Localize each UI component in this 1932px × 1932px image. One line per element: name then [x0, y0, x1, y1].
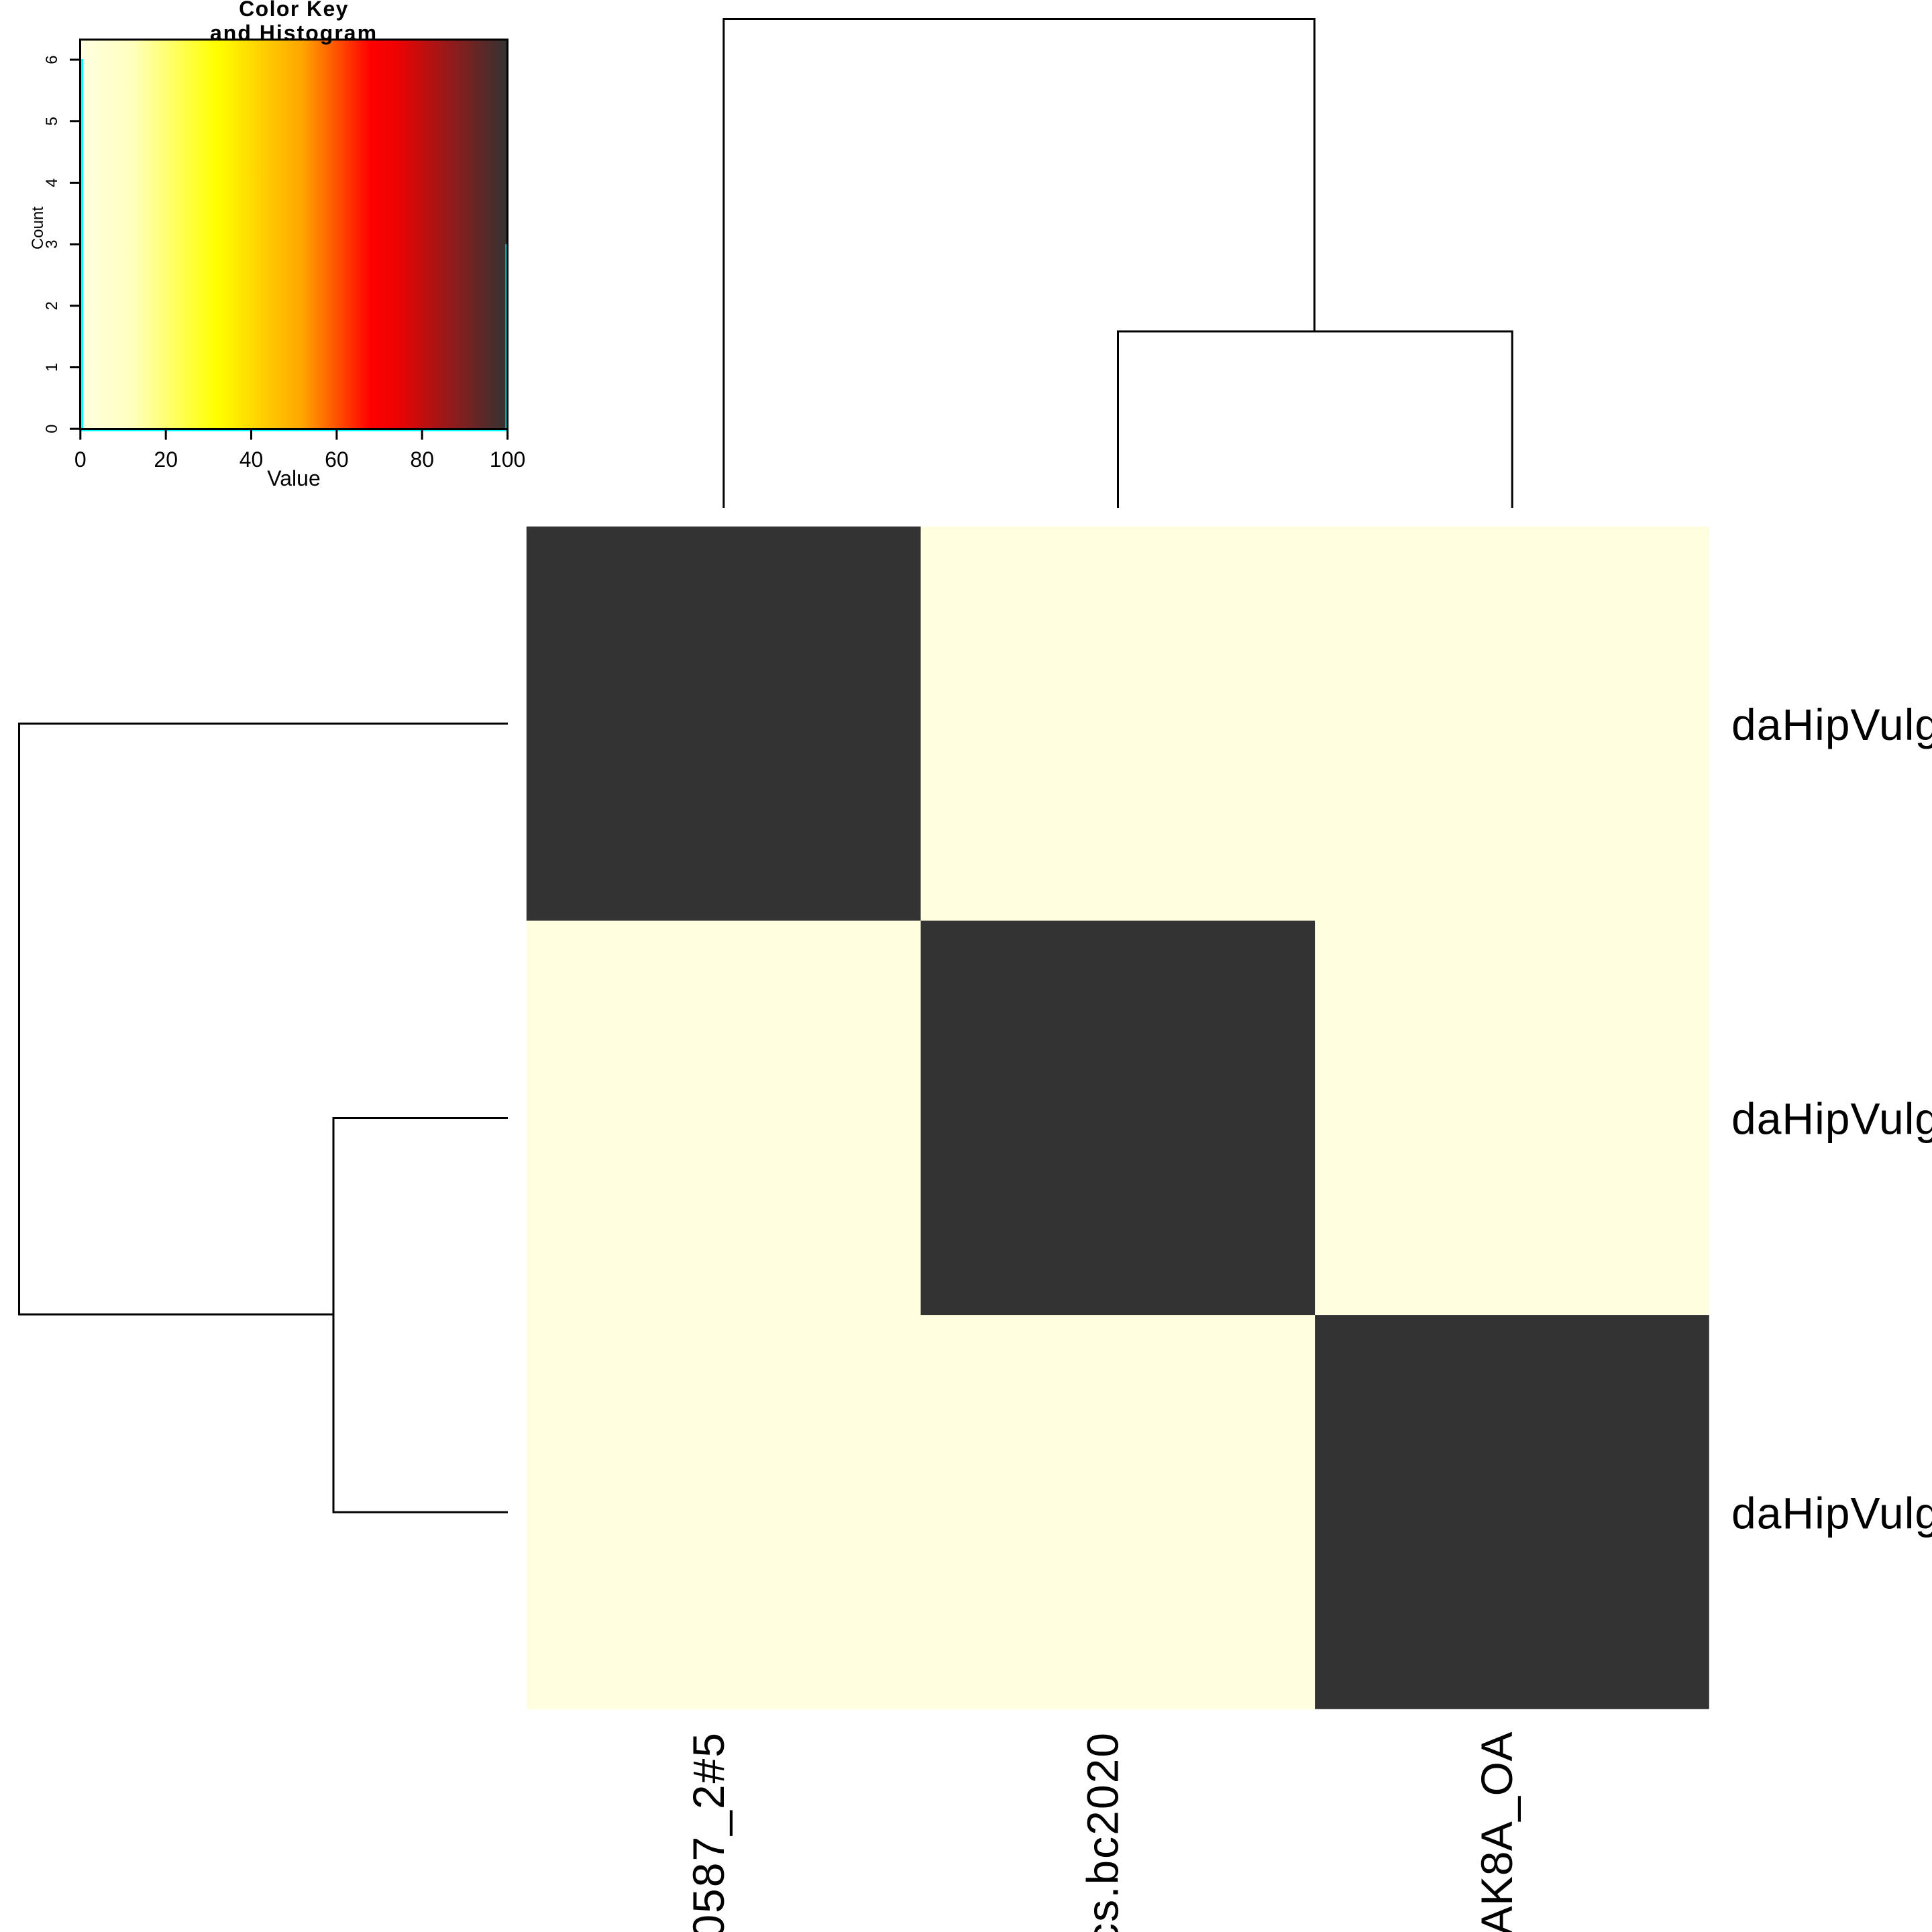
svg-text:2: 2 — [43, 301, 61, 310]
svg-text:B6AK8A_OA: B6AK8A_OA — [1472, 1731, 1521, 1932]
svg-text:4: 4 — [43, 178, 61, 187]
svg-text:5: 5 — [43, 117, 61, 125]
svg-text:6: 6 — [43, 55, 61, 64]
svg-text:daHipVulgaris_hip2: daHipVulgaris_hip2 — [1731, 1094, 1932, 1144]
svg-text:40: 40 — [239, 447, 264, 472]
svg-text:3: 3 — [43, 239, 61, 248]
svg-text:0: 0 — [43, 425, 61, 433]
svg-text:100: 100 — [490, 447, 525, 472]
svg-text:genomics.bc2020: genomics.bc2020 — [1078, 1731, 1128, 1932]
svg-text:SLX00587_2#5: SLX00587_2#5 — [684, 1731, 733, 1932]
svg-text:80: 80 — [410, 447, 434, 472]
svg-text:60: 60 — [325, 447, 349, 472]
svg-text:Count: Count — [29, 207, 47, 250]
svg-text:0: 0 — [74, 447, 87, 472]
svg-text:daHipVulgaris_hip3: daHipVulgaris_hip3 — [1731, 1488, 1932, 1538]
svg-text:Value: Value — [267, 466, 320, 490]
svg-text:Color Key: Color Key — [239, 0, 349, 21]
svg-text:1: 1 — [43, 363, 61, 372]
svg-text:20: 20 — [154, 447, 178, 472]
svg-text:and Histogram: and Histogram — [210, 21, 378, 45]
svg-text:daHipVulgaris_hip1: daHipVulgaris_hip1 — [1731, 700, 1932, 749]
